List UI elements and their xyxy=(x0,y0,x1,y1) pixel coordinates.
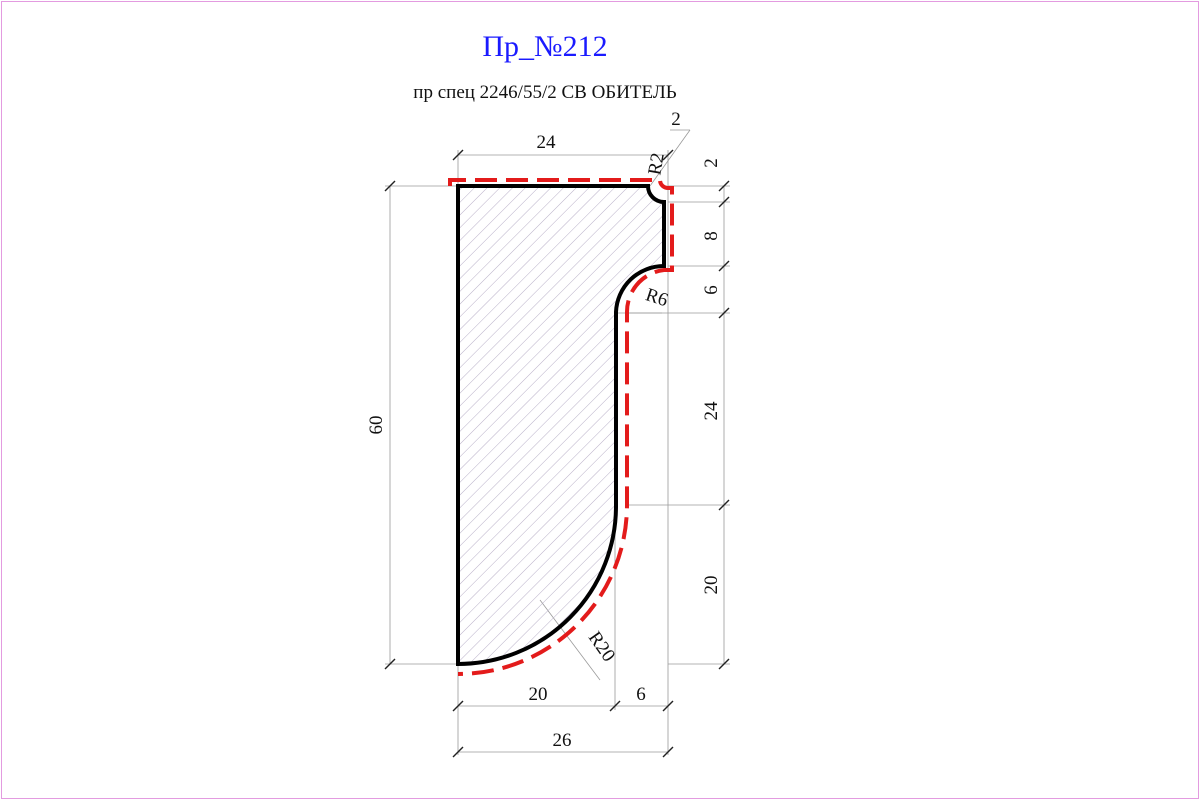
dim-right-20: 20 xyxy=(701,576,722,595)
profile-section xyxy=(458,186,664,664)
dim-bottom-20: 20 xyxy=(529,684,548,705)
dim-total-height: 60 xyxy=(366,416,387,435)
dim-notch-width: 2 xyxy=(671,109,681,130)
dim-right-24: 24 xyxy=(701,401,722,421)
dim-total-width: 26 xyxy=(553,730,572,751)
dim-top-width: 24 xyxy=(537,132,557,153)
dim-right-8: 8 xyxy=(701,231,722,241)
dim-right-6: 6 xyxy=(701,285,722,295)
dim-bottom-6: 6 xyxy=(636,684,646,705)
dim-radius-bottom: R20 xyxy=(584,628,619,666)
dim-right-2: 2 xyxy=(701,158,722,168)
dim-radius-middle: R6 xyxy=(643,284,671,311)
dim-radius-top: R2 xyxy=(644,151,669,176)
